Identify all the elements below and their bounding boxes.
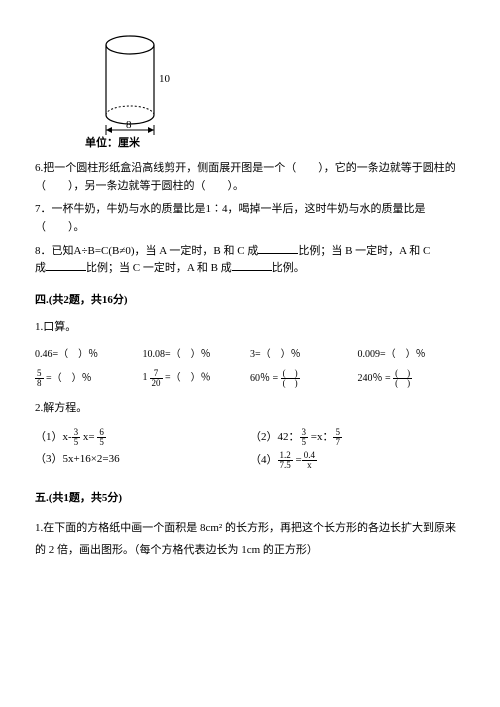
- calc-6: 1720 =（ ）％: [143, 369, 251, 388]
- eq-2: （2）42：35 =x：57: [250, 428, 465, 447]
- cylinder-svg: 10 8: [85, 30, 195, 150]
- q6-text: 6.把一个圆柱形纸盒沿高线剪开，侧面展开图是一个（ ），它的一条边就等于圆柱的（…: [35, 162, 456, 192]
- q8-p2: 比例；当 B 一定时，A 和 C: [298, 245, 430, 257]
- calc-row-1: 0.46=（ ）％ 10.08=（ ）％ 3=（ ）％ 0.009=（ ）％: [35, 347, 465, 363]
- question-7: 7．一杯牛奶，牛奶与水的质量比是1∶4，喝掉一半后，这时牛奶与水的质量比是（ ）…: [35, 201, 465, 236]
- height-label: 10: [159, 73, 171, 85]
- blank: [232, 260, 272, 271]
- eq2-pre: （2）42：: [250, 431, 300, 443]
- calc-8: 240％ = ( )( ): [358, 369, 466, 388]
- eq-3: （3）5x+16×2=36: [35, 451, 250, 470]
- question-8: 8．已知A÷B=C(B≠0)，当 A 一定时，B 和 C 成 比例；当 B 一定时…: [35, 243, 465, 278]
- calc-4: 0.009=（ ）％: [358, 347, 466, 363]
- q4-2-label: 2.解方程。: [35, 400, 465, 418]
- eq-4: （4）1.27.5 =0.4x: [250, 451, 465, 470]
- eq1-mid: x=: [80, 431, 97, 443]
- eq1-pre: （1）x-: [35, 431, 72, 443]
- eq-1: （1）x-35 x= 65: [35, 428, 250, 447]
- q7-text: 7．一杯牛奶，牛奶与水的质量比是1∶4，喝掉一半后，这时牛奶与水的质量比是（ ）…: [35, 203, 426, 233]
- q8-p4: 比例；当 C 一定时，A 和 B 成: [86, 262, 232, 274]
- q8-p5: 比例。: [272, 262, 305, 274]
- calc-5: 58 =（ ）％: [35, 369, 143, 388]
- calc-row-2: 58 =（ ）％ 1720 =（ ）％ 60％ = ( )( ) 240％ = …: [35, 369, 465, 388]
- diameter-label: 8: [126, 119, 132, 131]
- calc-7: 60％ = ( )( ): [250, 369, 358, 388]
- calc-3: 3=（ ）％: [250, 347, 358, 363]
- section-4-title: 四.(共2题，共16分): [35, 292, 465, 310]
- calc-1: 0.46=（ ）％: [35, 347, 143, 363]
- q4-1-label: 1.口算。: [35, 319, 465, 337]
- eq2-mid: =x：: [308, 431, 333, 443]
- eq-row-1: （1）x-35 x= 65 （2）42：35 =x：57: [35, 428, 465, 447]
- q5-1: 1.在下面的方格纸中画一个面积是 8cm² 的长方形，再把这个长方形的各边长扩大…: [35, 517, 465, 561]
- blank: [258, 243, 298, 254]
- blank: [46, 260, 86, 271]
- section-5-title: 五.(共1题，共5分): [35, 490, 465, 508]
- eq-row-2: （3）5x+16×2=36 （4）1.27.5 =0.4x: [35, 451, 465, 470]
- q8-p3: 成: [35, 262, 46, 274]
- q8-p1: 8．已知A÷B=C(B≠0)，当 A 一定时，B 和 C 成: [35, 245, 258, 257]
- calc-2: 10.08=（ ）％: [143, 347, 251, 363]
- question-6: 6.把一个圆柱形纸盒沿高线剪开，侧面展开图是一个（ ），它的一条边就等于圆柱的（…: [35, 160, 465, 195]
- eq4-pre: （4）: [250, 454, 278, 466]
- cylinder-figure: 10 8 单位：厘米: [85, 30, 465, 152]
